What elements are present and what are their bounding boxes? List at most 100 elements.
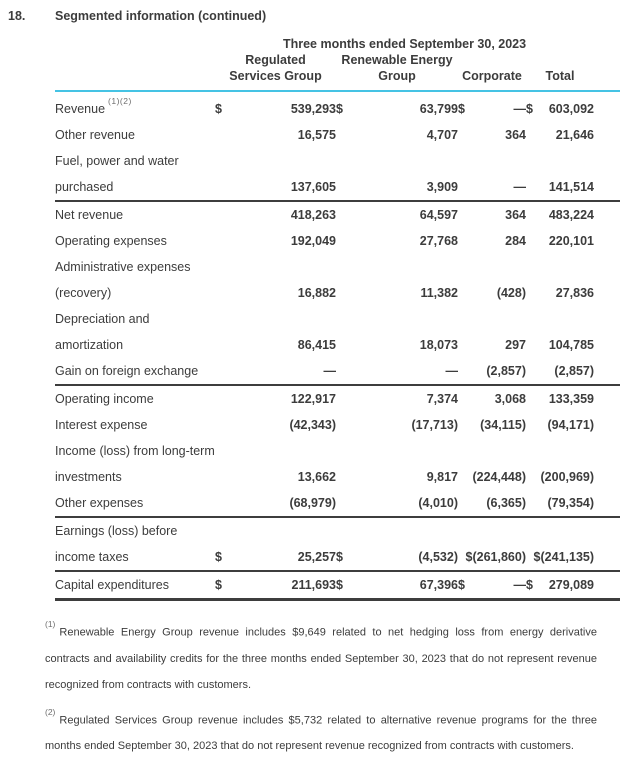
cell-value: (68,979) (215, 490, 336, 517)
cell-value: $ — (458, 91, 526, 122)
cell-content: 104,785 (526, 332, 594, 358)
table-row: Revenue(1)(2) $539,293 $63,799 $ — $603,092 (55, 91, 620, 122)
row-label: Operating expenses (55, 228, 215, 254)
numeric-value: 104,785 (548, 338, 595, 353)
cell-value: (34,115) (458, 412, 526, 438)
cell-content: 3,068 (458, 386, 526, 412)
currency-symbol: $ (526, 578, 533, 593)
row-label: Net revenue (55, 200, 215, 229)
footnote-marker: (2) (45, 706, 56, 717)
cell-value: (94,171) (526, 412, 620, 438)
cell-content: 3,909 (336, 174, 458, 200)
numeric-value: $(261,860) (465, 550, 526, 565)
cell-value: 18,073 (336, 306, 458, 358)
table-body: Revenue(1)(2) $539,293 $63,799 $ — $603,092 Ot… (55, 91, 621, 602)
cell-content: 141,514 (526, 174, 594, 200)
table-row: Administrative expenses (recovery) 16,882 1… (55, 254, 620, 306)
cell-value: $(261,860) (458, 516, 526, 572)
footnote-text: Renewable Energy Group revenue includes … (45, 626, 597, 691)
cell-value: (200,969) (526, 438, 620, 490)
numeric-value: 67,396 (419, 578, 458, 593)
cell-value: 137,605 (215, 148, 336, 201)
currency-symbol: $ (336, 550, 343, 565)
row-label: Earnings (loss) before income taxes (55, 516, 215, 572)
numeric-value: 141,514 (548, 180, 595, 195)
table-row: Interest expense (42,343) (17,713) (34,115)… (55, 412, 620, 438)
numeric-value: — (513, 102, 527, 117)
cell-value: 133,359 (526, 384, 621, 413)
cell-value: (2,857) (458, 358, 526, 385)
cell-content: — (336, 358, 459, 384)
numeric-value: 63,799 (419, 102, 458, 117)
period-header: Three months ended September 30, 2023 (282, 37, 527, 51)
cell-value: $ — (458, 570, 526, 602)
cell-content: 7,374 (336, 386, 458, 412)
row-label-line: Interest expense (55, 418, 148, 433)
cell-content: (6,365) (458, 490, 526, 516)
numeric-value: (4,010) (418, 496, 458, 511)
cell-value: (42,343) (215, 412, 336, 438)
numeric-value: 25,257 (297, 550, 336, 565)
cell-value: $67,396 (336, 570, 458, 602)
numeric-value: (4,532) (418, 550, 458, 565)
cell-value: (79,354) (526, 490, 620, 517)
table-row: Gain on foreign exchange — — (2,857) (2,857) (55, 358, 620, 385)
row-label-line: Revenue(1)(2) (55, 96, 132, 117)
cell-content: 297 (458, 332, 526, 358)
numeric-value: 64,597 (419, 208, 458, 223)
numeric-value: 27,836 (555, 286, 595, 301)
numeric-value: — (445, 364, 459, 379)
cell-content: $ (4,532) (336, 544, 458, 570)
table-row: Other expenses (68,979) (4,010) (6,365) (79,… (55, 490, 620, 517)
cell-value: 483,224 (526, 200, 621, 229)
column-header-total: Total (526, 68, 621, 92)
numeric-value: 192,049 (290, 234, 336, 249)
cell-value: 4,707 (336, 122, 458, 148)
cell-value: 3,909 (336, 148, 458, 201)
cell-value: — (215, 358, 337, 385)
numeric-value: 3,909 (426, 180, 458, 195)
row-label-line: Other revenue (55, 128, 135, 143)
numeric-value: (2,857) (486, 364, 526, 379)
numeric-value: 211,693 (291, 578, 337, 593)
row-label: Fuel, power and water purchased (55, 148, 215, 201)
table-row: Capital expenditures $211,693 $67,396 $ — $27… (55, 570, 621, 602)
footnote: (1)Renewable Energy Group revenue includ… (45, 615, 597, 698)
cell-content: $25,257 (215, 544, 336, 570)
row-label: Operating income (55, 384, 215, 413)
cell-content: 418,263 (215, 202, 336, 228)
cell-content: 284 (458, 228, 526, 254)
cell-content: 483,224 (526, 202, 594, 228)
section-header: 18. Segmented information (continued) (0, 0, 640, 24)
cell-content: $67,396 (336, 572, 458, 598)
numeric-value: 297 (505, 338, 526, 353)
cell-value: 21,646 (526, 122, 620, 148)
cell-value: 7,374 (336, 384, 458, 413)
cell-content: 364 (458, 202, 526, 228)
row-label-line: Gain on foreign exchange (55, 364, 199, 379)
table-row: Depreciation and amortization 86,415 18,073… (55, 306, 620, 358)
row-label-line: Fuel, power and water (55, 154, 179, 169)
cell-value: $279,089 (526, 570, 621, 602)
numeric-value: (17,713) (411, 418, 458, 433)
numeric-value: 7,374 (426, 392, 458, 407)
numeric-value: 539,293 (290, 102, 336, 117)
row-label-line: Income (loss) from long-term (55, 444, 215, 459)
cell-value: 64,597 (336, 200, 458, 229)
cell-content: 13,662 (215, 464, 336, 490)
column-header-regulated-line2: Services Group (215, 68, 336, 92)
cell-content: 4,707 (336, 122, 458, 148)
table-header: Three months ended September 30, 2023 Re… (55, 36, 621, 92)
numeric-value: 16,575 (297, 128, 336, 143)
cell-content: $ — (458, 572, 526, 598)
column-header-renewable-line1: Renewable Energy (341, 53, 453, 67)
cell-content: 11,382 (336, 280, 458, 306)
cell-content: 9,817 (336, 464, 458, 490)
numeric-value: (94,171) (547, 418, 595, 433)
column-header-regulated-line1: Regulated (245, 53, 306, 67)
section-number: 18. (8, 9, 26, 23)
cell-content: 16,882 (215, 280, 336, 306)
cell-value: (6,365) (458, 490, 526, 517)
cell-value: $63,799 (336, 91, 458, 122)
cell-content: (4,010) (336, 490, 458, 516)
